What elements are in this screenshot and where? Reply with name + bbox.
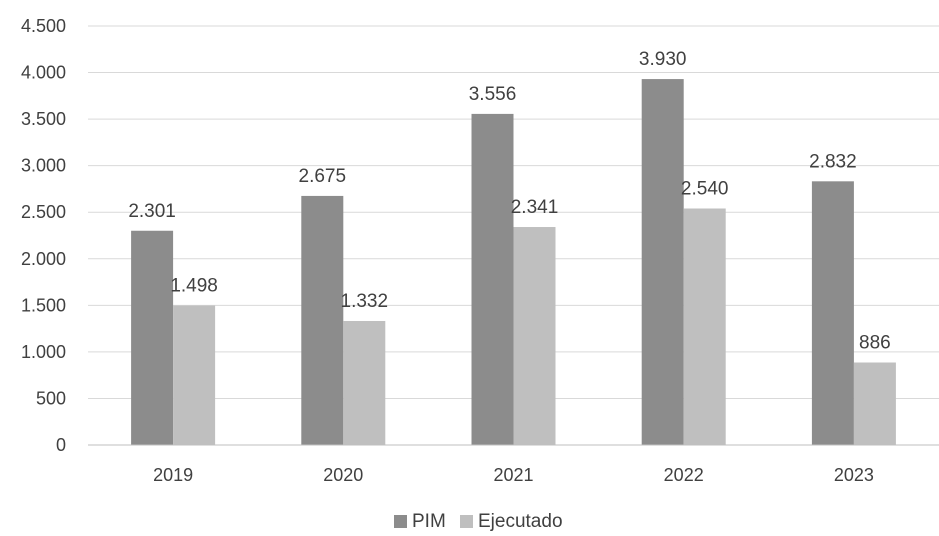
data-labels: 2.301 1.498 2.675 1.332 3.556 2.341 3.930 2.540…	[128, 49, 890, 353]
bar-ejecutado-2020	[343, 320, 386, 445]
bar-ejecutado-2023	[853, 362, 896, 445]
data-label-pim-2022: 3.930	[639, 49, 687, 70]
x-tick-label: 2023	[834, 465, 874, 485]
x-tick-label: 2021	[493, 465, 533, 485]
data-label-pim-2020: 2.675	[299, 166, 347, 187]
legend-label-pim: PIM	[412, 511, 446, 532]
data-label-pim-2019: 2.301	[128, 201, 176, 222]
data-label-ejecutado-2019: 1.498	[170, 276, 218, 297]
y-tick-label: 4.500	[21, 16, 66, 36]
data-label-ejecutado-2021: 2.341	[511, 197, 559, 218]
legend-label-ejecutado: Ejecutado	[478, 511, 563, 532]
data-label-pim-2021: 3.556	[469, 84, 517, 105]
y-tick-label: 4.000	[21, 63, 66, 83]
y-tick-label: 500	[36, 388, 66, 408]
data-label-ejecutado-2023: 886	[859, 333, 891, 354]
x-tick-label: 2019	[153, 465, 193, 485]
bar-ejecutado-2021	[513, 227, 556, 445]
bar-pim-2019	[131, 230, 174, 445]
bar-pim-2020	[301, 195, 344, 445]
bar-ejecutado-2022	[683, 208, 726, 445]
bar-pim-2021	[471, 113, 514, 446]
legend-swatch-pim	[394, 515, 407, 528]
data-label-ejecutado-2020: 1.332	[341, 291, 389, 312]
y-tick-label: 3.500	[21, 109, 66, 129]
legend: PIM Ejecutado	[394, 511, 563, 532]
legend-swatch-ejecutado	[460, 515, 473, 528]
bars	[131, 79, 896, 446]
y-tick-label: 2.000	[21, 249, 66, 269]
x-axis-ticks: 2019 2020 2021 2022 2023	[153, 465, 874, 485]
y-tick-label: 1.000	[21, 342, 66, 362]
data-label-pim-2023: 2.832	[809, 151, 857, 172]
bar-pim-2022	[641, 79, 684, 445]
y-tick-label: 3.000	[21, 156, 66, 176]
y-axis-ticks: 0 500 1.000 1.500 2.000 2.500 3.000 3.500 4.000 4…	[21, 16, 66, 455]
x-tick-label: 2022	[664, 465, 704, 485]
y-tick-label: 0	[56, 435, 66, 455]
bar-ejecutado-2019	[173, 305, 216, 445]
data-label-ejecutado-2022: 2.540	[681, 178, 729, 199]
bar-pim-2023	[811, 181, 854, 445]
x-tick-label: 2020	[323, 465, 363, 485]
y-tick-label: 2.500	[21, 202, 66, 222]
y-tick-label: 1.500	[21, 295, 66, 315]
